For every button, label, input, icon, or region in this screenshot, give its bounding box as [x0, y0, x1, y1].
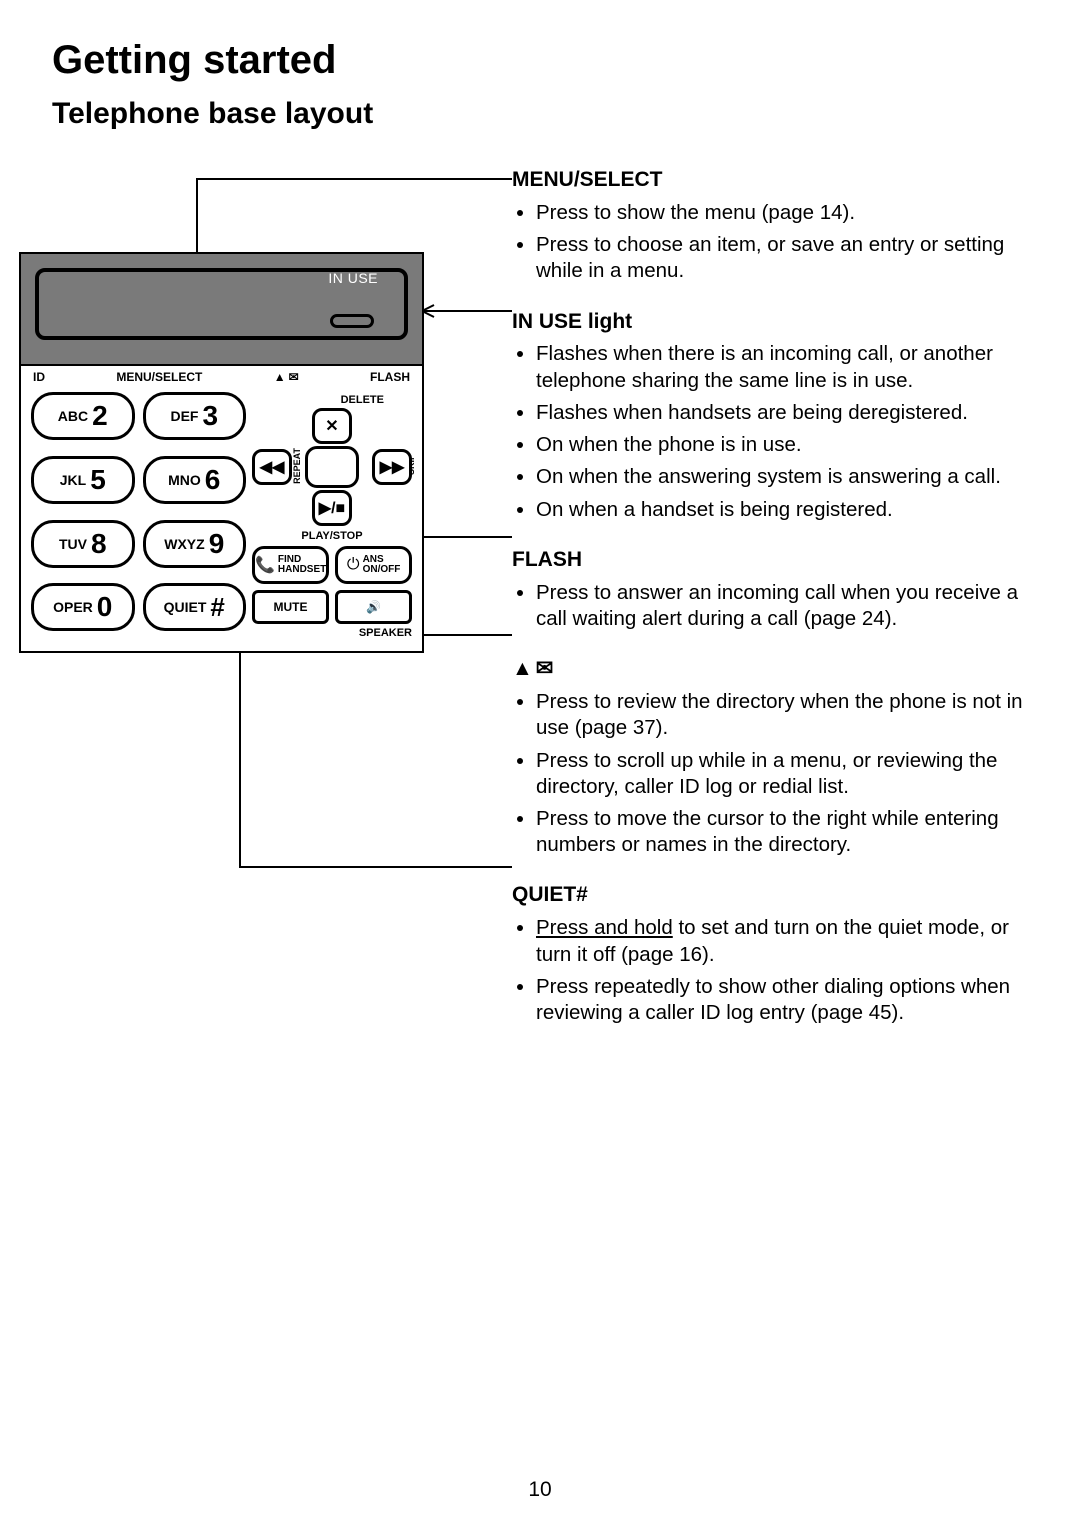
- callout-heading: FLASH: [512, 547, 1028, 574]
- content-area: IN USE ID MENU/SELECT ▲ ✉ FLASH: [52, 167, 1028, 1037]
- key-3[interactable]: DEF 3: [143, 392, 247, 440]
- callout-up-directory: ▲ ✉ Press to review the directory when t…: [512, 656, 1028, 858]
- page-title: Getting started: [52, 38, 1028, 83]
- repeat-label: REPEAT: [292, 448, 302, 484]
- delete-label: DELETE: [252, 394, 412, 406]
- find-handset-button[interactable]: 📞 FIND HANDSET: [252, 546, 329, 584]
- play-stop-button[interactable]: ▶/■: [312, 490, 352, 526]
- key-5[interactable]: JKL 5: [31, 456, 135, 504]
- up-triangle-icon: ▲: [274, 370, 286, 384]
- callout-menu-select: MENU/SELECT Press to show the menu (page…: [512, 167, 1028, 285]
- play-stop-label: PLAY/STOP: [252, 530, 412, 542]
- in-use-label: IN USE: [328, 270, 378, 286]
- speaker-button[interactable]: 🔊: [335, 590, 412, 624]
- softkey-id[interactable]: ID: [33, 370, 45, 384]
- up-triangle-icon: ▲: [512, 656, 533, 683]
- callout-in-use-light: IN USE light Flashes when there is an in…: [512, 309, 1028, 523]
- callout-bullet: Flashes when handsets are being deregist…: [536, 400, 1028, 426]
- callout-bullet: Press to scroll up while in a menu, or r…: [536, 748, 1028, 800]
- callout-bullet: Press repeatedly to show other dialing o…: [536, 974, 1028, 1026]
- callout-heading: QUIET#: [512, 882, 1028, 909]
- directory-icon: ✉: [536, 656, 554, 683]
- repeat-button[interactable]: ◀◀: [252, 449, 292, 485]
- callout-bullet: Press to show the menu (page 14).: [536, 200, 1028, 226]
- ans-onoff-button[interactable]: ⏻ ANS ON/OFF: [335, 546, 412, 584]
- callout-heading: ▲ ✉: [512, 656, 553, 683]
- directory-icon: ✉: [289, 370, 299, 384]
- callout-bullet: Press to answer an incoming call when yo…: [536, 580, 1028, 632]
- callout-bullet: Press to choose an item, or save an entr…: [536, 232, 1028, 284]
- callout-heading: IN USE light: [512, 309, 1028, 336]
- callout-flash: FLASH Press to answer an incoming call w…: [512, 547, 1028, 632]
- callout-bullet: On when a handset is being registered.: [536, 497, 1028, 523]
- handset-icon: 📞: [255, 555, 275, 575]
- in-use-light: [330, 314, 374, 328]
- callout-bullet: Flashes when there is an incoming call, …: [536, 341, 1028, 393]
- callout-bullet: On when the phone is in use.: [536, 432, 1028, 458]
- key-6[interactable]: MNO 6: [143, 456, 247, 504]
- answering-center: [305, 446, 359, 488]
- numeric-keypad: ABC 2 DEF 3 JKL 5 MNO 6: [31, 392, 246, 639]
- callout-bullet: Press to move the cursor to the right wh…: [536, 806, 1028, 858]
- phone-diagram: IN USE ID MENU/SELECT ▲ ✉ FLASH: [19, 252, 444, 653]
- key-8[interactable]: TUV 8: [31, 520, 135, 568]
- callout-quiet: QUIET# Press and hold to set and turn on…: [512, 882, 1028, 1026]
- delete-button[interactable]: ✕: [312, 408, 352, 444]
- key-2[interactable]: ABC 2: [31, 392, 135, 440]
- callout-bullet: Press and hold to set and turn on the qu…: [536, 915, 1028, 967]
- callout-heading: MENU/SELECT: [512, 167, 1028, 194]
- softkey-up-directory[interactable]: ▲ ✉: [274, 370, 299, 384]
- softkey-row: ID MENU/SELECT ▲ ✉ FLASH: [21, 364, 422, 386]
- phone-screen: IN USE: [35, 268, 408, 340]
- key-0[interactable]: OPER 0: [31, 583, 135, 631]
- mute-button[interactable]: MUTE: [252, 590, 329, 624]
- skip-button[interactable]: ▶▶: [372, 449, 412, 485]
- softkey-menu-select[interactable]: MENU/SELECT: [116, 370, 202, 384]
- answering-controls: DELETE REPEAT SKIP ✕ ◀◀ ▶▶ ▶/■ PLAY/STOP: [252, 392, 412, 639]
- callout-column: MENU/SELECT Press to show the menu (page…: [512, 167, 1028, 1050]
- key-9[interactable]: WXYZ 9: [143, 520, 247, 568]
- callout-bullet: Press to review the directory when the p…: [536, 689, 1028, 741]
- speaker-label: SPEAKER: [252, 627, 412, 639]
- softkey-flash[interactable]: FLASH: [370, 370, 410, 384]
- page-number: 10: [0, 1478, 1080, 1502]
- key-quiet-hash[interactable]: QUIET #: [143, 583, 247, 631]
- callout-bullet: On when the answering system is answerin…: [536, 464, 1028, 490]
- section-title: Telephone base layout: [52, 97, 1028, 131]
- speaker-icon: 🔊: [366, 600, 381, 614]
- power-icon: ⏻: [347, 556, 360, 574]
